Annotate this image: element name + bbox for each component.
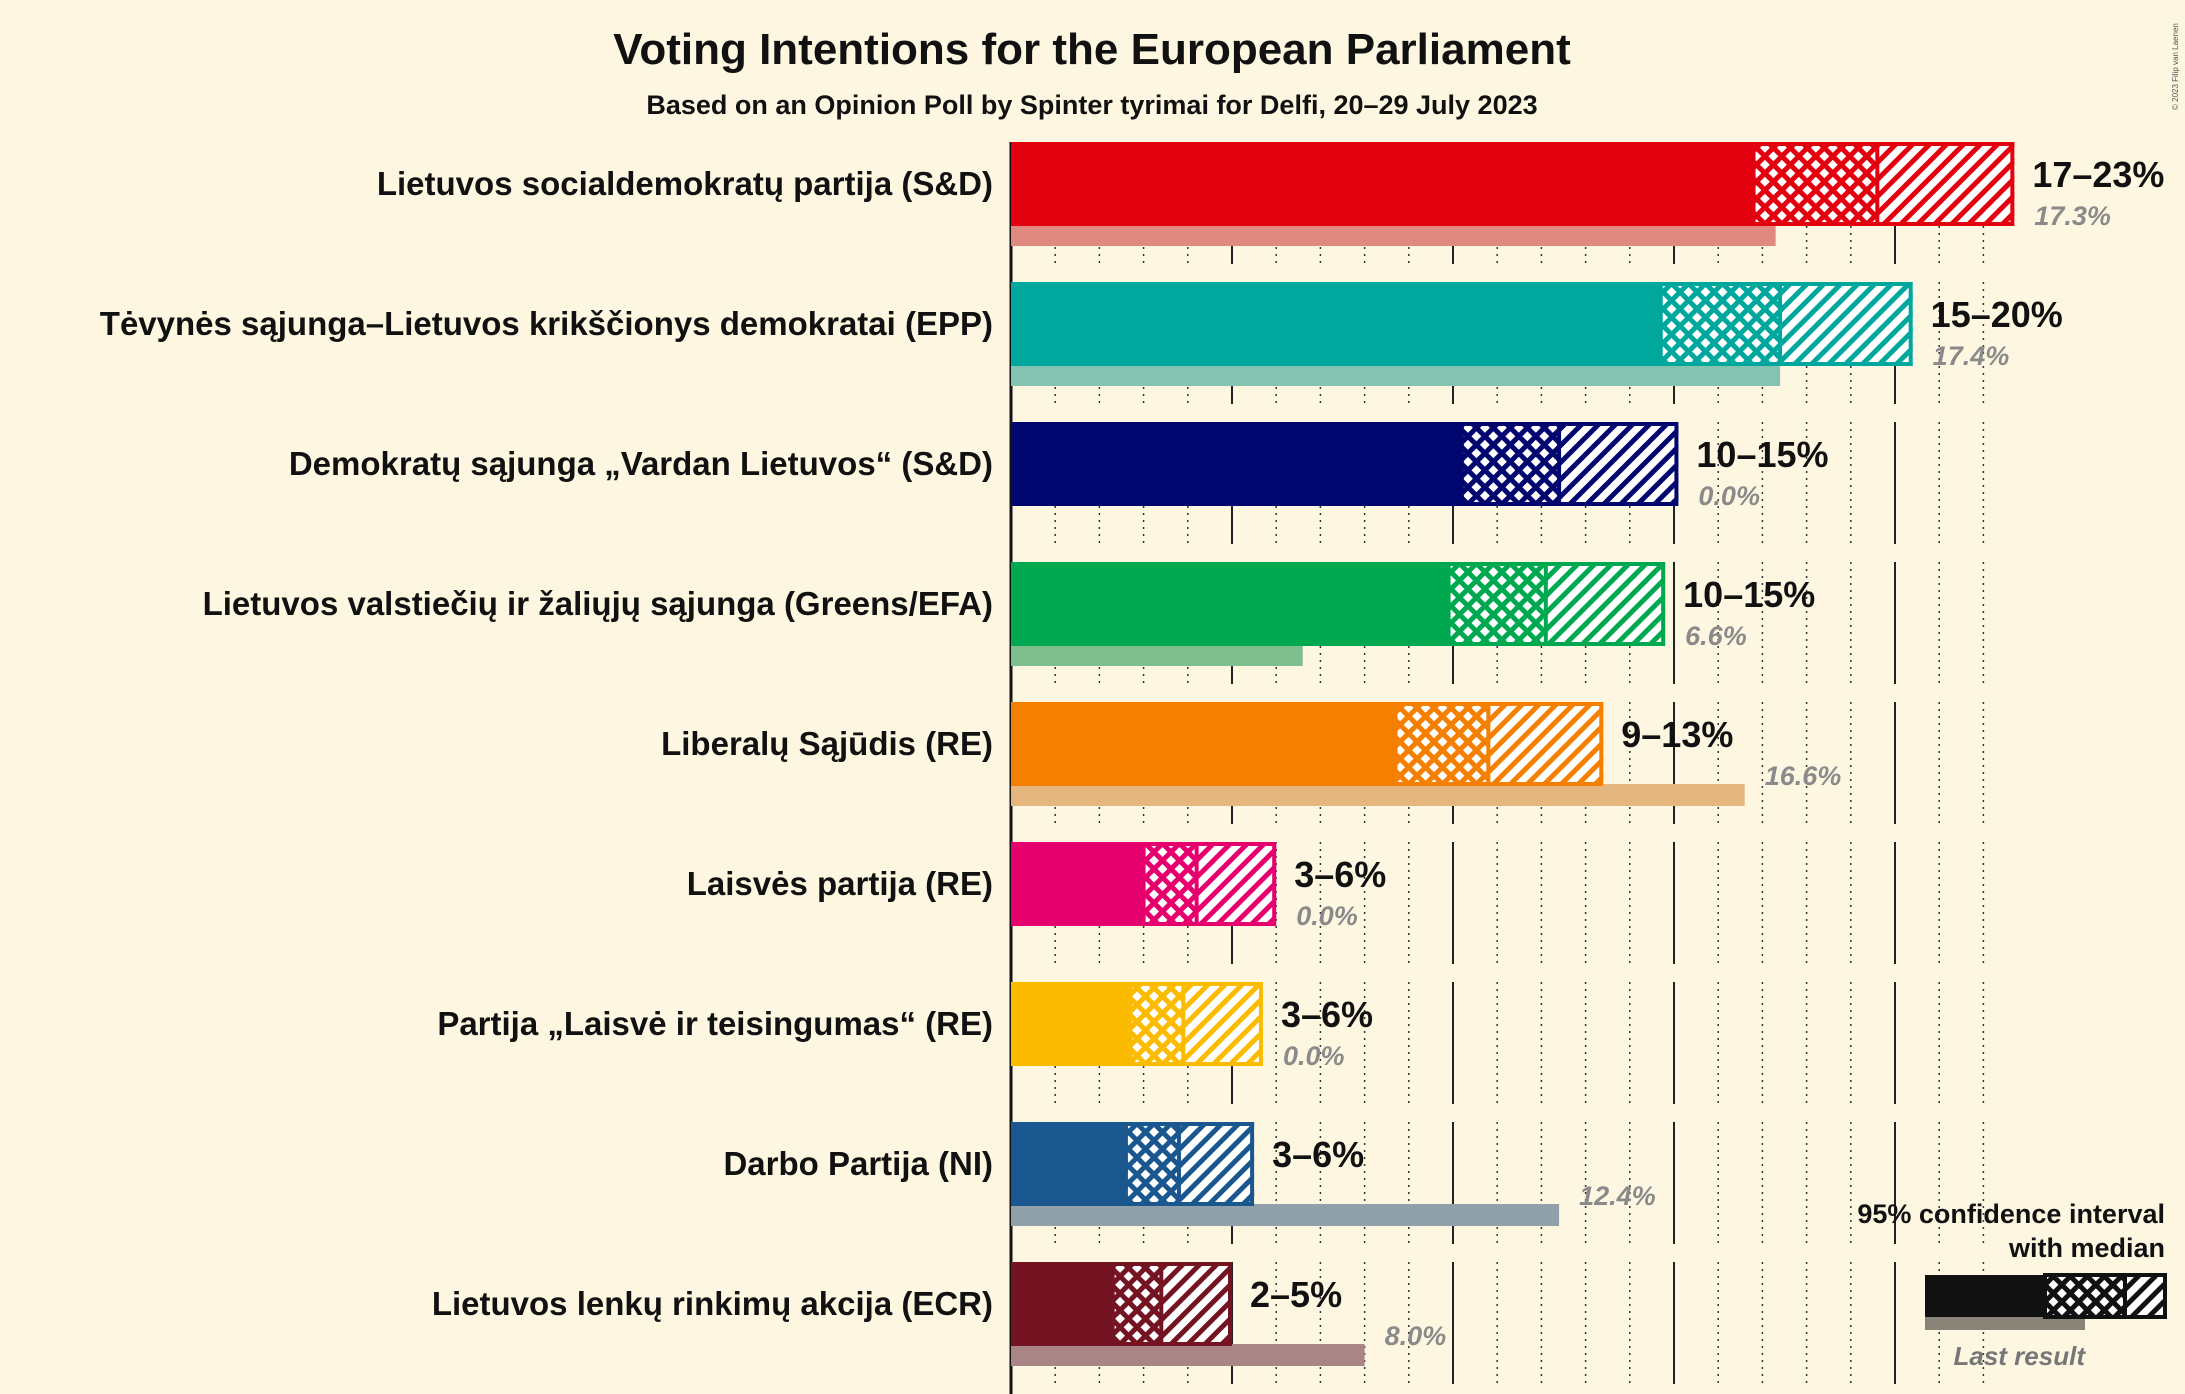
range-label: 3–6% — [1294, 854, 1386, 895]
party-label: Laisvės partija (RE) — [687, 865, 993, 902]
party-row: Lietuvos valstiečių ir žaliųjų sąjunga (… — [203, 562, 1815, 666]
ci-lower-bar — [1660, 282, 1781, 366]
chart-title: Voting Intentions for the European Parli… — [613, 25, 1571, 74]
solid-bar — [1011, 1262, 1113, 1346]
legend-solid-bar — [1925, 1275, 2045, 1317]
party-label: Partija „Laisvė ir teisingumas“ (RE) — [437, 1005, 993, 1042]
ci-upper-bar — [1780, 282, 1913, 366]
range-label: 3–6% — [1281, 994, 1373, 1035]
ci-upper-bar — [1488, 702, 1604, 786]
solid-bar — [1011, 1122, 1126, 1206]
ci-outline — [1446, 562, 1666, 646]
ci-outline — [1110, 1262, 1233, 1346]
ci-upper-bar — [1545, 562, 1666, 646]
legend-crosshatch — [2043, 1273, 2127, 1319]
party-label: Lietuvos lenkų rinkimų akcija (ECR) — [432, 1285, 993, 1322]
last-result-label: 0.0% — [1296, 901, 1358, 931]
ci-lower-bar — [1143, 842, 1197, 926]
ci-lower-bar — [1112, 1262, 1162, 1346]
last-result-bar — [1011, 1344, 1365, 1366]
solid-bar — [1011, 282, 1661, 366]
solid-bar — [1011, 142, 1754, 226]
ci-lower-bar — [1448, 562, 1546, 646]
range-label: 15–20% — [1931, 294, 2063, 335]
range-label: 2–5% — [1250, 1274, 1342, 1315]
solid-bar — [1011, 842, 1144, 926]
bars: Lietuvos socialdemokratų partija (S&D) 17… — [100, 142, 2164, 1366]
solid-bar — [1011, 422, 1462, 506]
last-result-label: 6.6% — [1685, 621, 1747, 651]
last-result-label: 16.6% — [1765, 761, 1842, 791]
copyright-note: © 2023 Filip van Laenen — [2171, 23, 2180, 110]
last-result-bar — [1011, 224, 1776, 246]
solid-bar — [1011, 562, 1449, 646]
ci-lower-bar — [1461, 422, 1560, 506]
ci-lower-bar — [1753, 142, 1878, 226]
ci-upper-bar — [1559, 422, 1679, 506]
party-row: Lietuvos lenkų rinkimų akcija (ECR) 2–5% 8… — [432, 1262, 1446, 1366]
party-label: Tėvynės sąjunga–Lietuvos krikščionys dem… — [100, 305, 993, 342]
ci-outline — [1393, 702, 1604, 786]
ci-outline — [1128, 982, 1263, 1066]
legend-last-result: Last result — [1954, 1341, 2087, 1371]
ci-upper-bar — [1178, 1122, 1255, 1206]
range-label: 9–13% — [1621, 714, 1733, 755]
party-label: Demokratų sąjunga „Vardan Lietuvos“ (S&D… — [289, 445, 993, 482]
last-result-bar — [1011, 364, 1781, 386]
ci-upper-bar — [1196, 842, 1277, 926]
last-result-bar — [1011, 784, 1745, 806]
legend-title-line2: with median — [2008, 1233, 2165, 1263]
last-result-label: 12.4% — [1579, 1181, 1656, 1211]
party-label: Liberalų Sąjūdis (RE) — [661, 725, 993, 762]
party-row: Liberalų Sąjūdis (RE) 9–13% 16.6% — [661, 702, 1841, 806]
range-label: 10–15% — [1683, 574, 1815, 615]
party-row: Tėvynės sąjunga–Lietuvos krikščionys dem… — [100, 282, 2063, 386]
chart-subtitle: Based on an Opinion Poll by Spinter tyri… — [646, 90, 1537, 120]
ci-outline — [1123, 1122, 1255, 1206]
party-label: Darbo Partija (NI) — [723, 1145, 993, 1182]
party-row: Darbo Partija (NI) 3–6% 12.4% — [723, 1122, 1656, 1226]
party-label: Lietuvos valstiečių ir žaliųjų sąjunga (… — [203, 585, 993, 622]
party-row: Demokratų sąjunga „Vardan Lietuvos“ (S&D… — [289, 422, 1829, 511]
ci-lower-bar — [1395, 702, 1489, 786]
legend: 95% confidence interval with median Last… — [1857, 1199, 2167, 1371]
ci-upper-bar — [1877, 142, 2015, 226]
ci-upper-bar — [1161, 1262, 1232, 1346]
last-result-label: 0.0% — [1698, 481, 1760, 511]
range-label: 10–15% — [1696, 434, 1828, 475]
legend-title-line1: 95% confidence interval — [1857, 1199, 2165, 1229]
ci-outline — [1459, 422, 1679, 506]
last-result-label: 17.4% — [1933, 341, 2010, 371]
ci-outline — [1658, 282, 1913, 366]
last-result-bar — [1011, 1204, 1560, 1226]
party-row: Lietuvos socialdemokratų partija (S&D) 17… — [377, 142, 2164, 246]
solid-bar — [1011, 982, 1131, 1066]
ci-lower-bar — [1125, 1122, 1179, 1206]
solid-bar — [1011, 702, 1396, 786]
party-row: Laisvės partija (RE) 3–6% 0.0% — [687, 842, 1386, 931]
range-label: 3–6% — [1272, 1134, 1364, 1175]
ci-outline — [1141, 842, 1277, 926]
last-result-label: 0.0% — [1283, 1041, 1345, 1071]
last-result-label: 17.3% — [2034, 201, 2111, 231]
ci-outline — [1751, 142, 2015, 226]
range-label: 17–23% — [2032, 154, 2164, 195]
legend-hatch — [2123, 1273, 2167, 1319]
ci-upper-bar — [1183, 982, 1263, 1066]
ci-lower-bar — [1130, 982, 1184, 1066]
party-label: Lietuvos socialdemokratų partija (S&D) — [377, 165, 993, 202]
party-row: Partija „Laisvė ir teisingumas“ (RE) 3–6%… — [437, 982, 1373, 1071]
last-result-label: 8.0% — [1385, 1321, 1447, 1351]
last-result-bar — [1011, 644, 1303, 666]
